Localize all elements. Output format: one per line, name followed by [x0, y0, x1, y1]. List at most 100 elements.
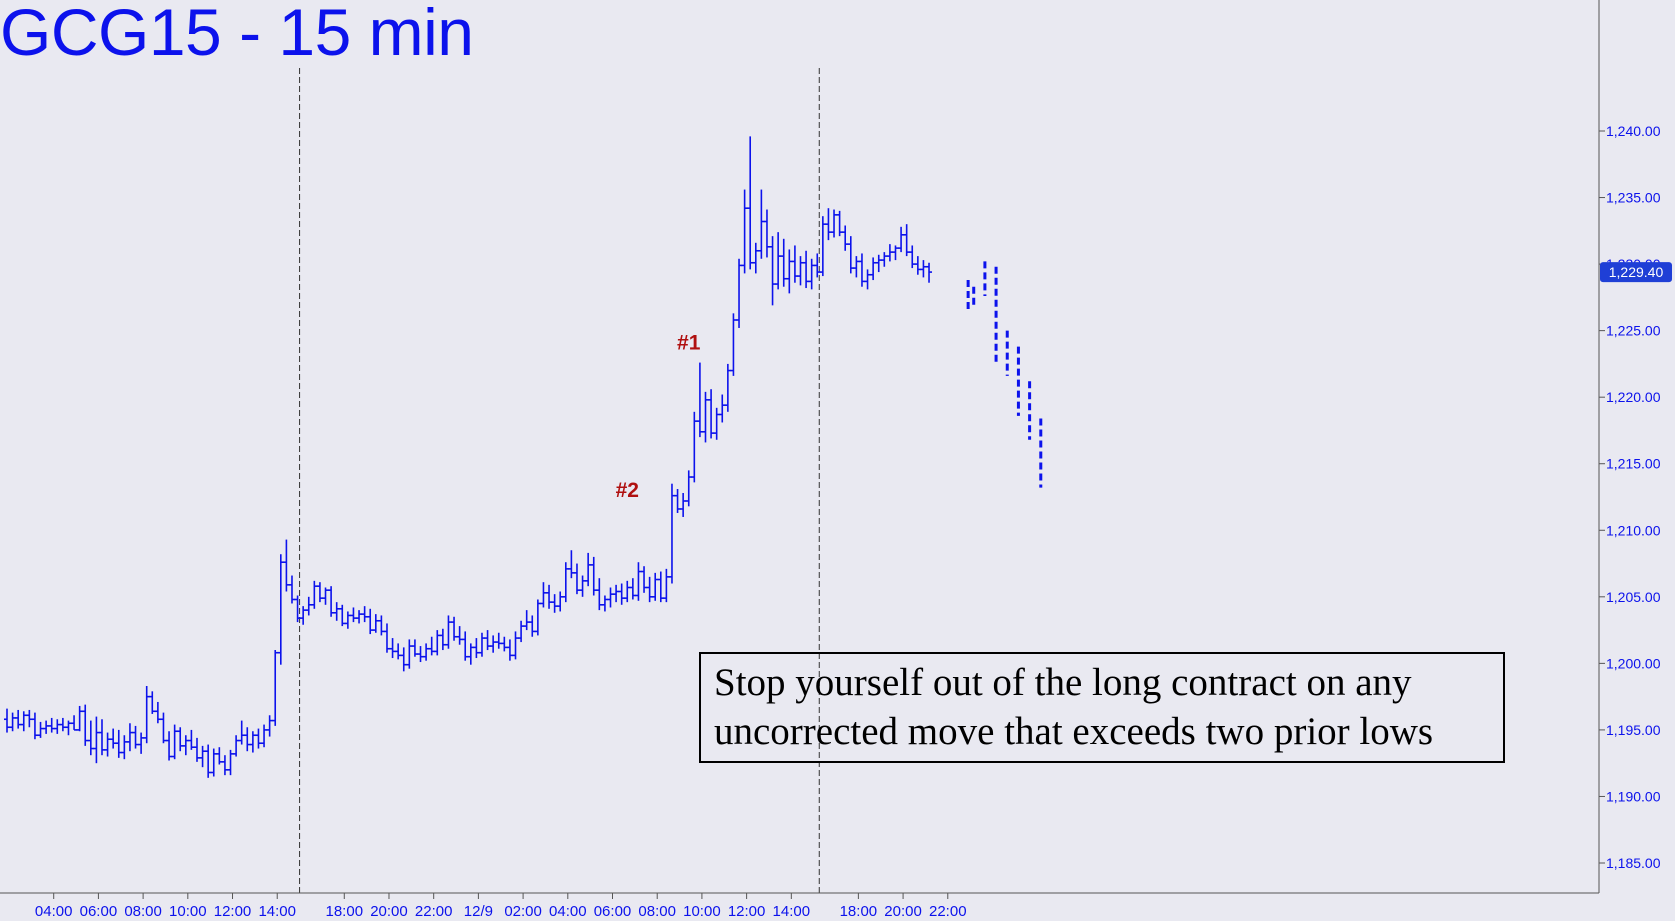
ohlc-bar	[188, 729, 195, 750]
ohlc-bar	[126, 723, 133, 752]
y-tick-label: 1,205.00	[1606, 589, 1661, 605]
ohlc-bar	[467, 643, 474, 665]
ohlc-bar	[411, 639, 418, 657]
ohlc-bar	[456, 626, 463, 645]
ohlc-bar	[719, 394, 726, 423]
ohlc-bar	[171, 724, 178, 760]
ohlc-bar	[512, 631, 519, 660]
ohlc-bar	[71, 715, 78, 731]
ohlc-bar	[383, 623, 390, 653]
ohlc-bar	[708, 389, 715, 439]
last-price-label: 1,229.40	[1609, 264, 1664, 280]
ohlc-bar	[769, 236, 776, 306]
x-axis: 04:00 06:00 08:00 10:00 12:00 14:00 18:00 20:00…	[0, 892, 1599, 920]
x-tick-label: 10:00	[683, 903, 721, 920]
ohlc-bar	[182, 735, 189, 756]
y-tick-label: 1,185.00	[1606, 855, 1661, 871]
ohlc-bar	[596, 578, 603, 611]
ohlc-bar	[244, 727, 251, 752]
y-tick-label: 1,235.00	[1606, 190, 1661, 206]
x-tick-label: 04:00	[549, 903, 587, 920]
ohlc-bar	[473, 638, 480, 659]
ohlc-bars	[4, 136, 933, 778]
y-axis: 1,185.00 1,190.00 1,195.00 1,200.00 1,205.00…	[1598, 0, 1661, 893]
ohlc-bar	[613, 584, 620, 603]
ohlc-bar	[680, 493, 687, 517]
ohlc-bar	[367, 608, 374, 635]
ohlc-bar	[76, 705, 83, 732]
ohlc-bar	[920, 260, 927, 278]
ohlc-bar	[831, 209, 838, 238]
ohlc-bar	[372, 614, 379, 633]
ohlc-bar	[562, 562, 569, 603]
ohlc-bar	[445, 615, 452, 649]
ohlc-bar	[277, 554, 284, 665]
ohlc-bar	[797, 256, 804, 286]
ohlc-bar	[786, 249, 793, 294]
ohlc-bar	[763, 209, 770, 258]
annotation-label: #2	[616, 479, 639, 502]
ohlc-bar	[579, 575, 586, 597]
ohlc-bar	[104, 732, 111, 757]
ohlc-bar	[48, 717, 55, 733]
ohlc-bar	[585, 552, 592, 587]
ohlc-bar	[160, 712, 167, 744]
ohlc-bar	[417, 646, 424, 663]
ohlc-bar	[221, 755, 228, 776]
ohlc-bar	[685, 470, 692, 507]
ohlc-bar	[702, 391, 709, 443]
x-tick-label: 14:00	[773, 903, 811, 920]
chart-title: GCG15 - 15 min	[0, 0, 474, 69]
x-tick-label: 06:00	[80, 903, 118, 920]
ohlc-bar	[736, 258, 743, 328]
ohlc-bar	[909, 245, 916, 269]
x-tick-label: 08:00	[638, 903, 676, 920]
ohlc-bar	[590, 556, 597, 596]
ohlc-bar	[791, 245, 798, 283]
x-tick-label: 20:00	[884, 903, 922, 920]
callout-box: Stop yourself out of the long contract o…	[699, 652, 1505, 763]
y-tick-label: 1,215.00	[1606, 456, 1661, 472]
ohlc-bar	[272, 650, 279, 726]
ohlc-bar	[300, 606, 307, 625]
y-tick-label: 1,200.00	[1606, 655, 1661, 671]
ohlc-bar	[434, 630, 441, 656]
ohlc-bar	[819, 216, 826, 277]
ohlc-bar	[316, 582, 323, 603]
ohlc-bar	[98, 719, 105, 756]
ohlc-bar	[361, 606, 368, 623]
ohlc-bar	[193, 737, 200, 762]
ohlc-bar	[657, 571, 664, 603]
ohlc-bar	[870, 257, 877, 281]
ohlc-bar	[87, 720, 94, 756]
ohlc-bar	[154, 701, 161, 724]
x-tick-label: 12:00	[214, 903, 252, 920]
ohlc-bar	[903, 224, 910, 257]
ohlc-bar	[540, 582, 547, 608]
ohlc-bar	[568, 550, 575, 579]
ohlc-bar	[490, 635, 497, 653]
ohlc-bar	[495, 632, 502, 649]
ohlc-bar	[199, 745, 206, 768]
ohlc-bar	[328, 586, 335, 617]
ohlc-bar	[143, 685, 150, 744]
last-price-bg	[1600, 262, 1672, 283]
ohlc-bar	[356, 610, 363, 624]
ohlc-bar	[881, 252, 888, 267]
ohlc-bar	[428, 636, 435, 656]
ohlc-bar	[344, 611, 351, 629]
ohlc-bar	[288, 575, 295, 604]
last-price-badge: 1,229.40	[1600, 262, 1672, 283]
x-tick-label: 22:00	[415, 903, 453, 920]
ohlc-bar	[652, 572, 659, 601]
ohlc-bar	[166, 731, 173, 761]
y-tick-label: 1,220.00	[1606, 389, 1661, 405]
ohlc-bar	[322, 587, 329, 605]
x-tick-label: 06:00	[594, 903, 632, 920]
ohlc-bar	[132, 725, 139, 749]
ohlc-bar	[311, 580, 318, 609]
ohlc-bar	[238, 720, 245, 745]
ohlc-bar	[305, 596, 312, 616]
ohlc-bar	[233, 735, 240, 757]
y-tick-label: 1,225.00	[1606, 323, 1661, 339]
